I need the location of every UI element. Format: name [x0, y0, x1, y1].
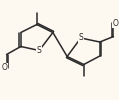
- Text: S: S: [37, 46, 42, 55]
- Text: O: O: [112, 18, 118, 28]
- Text: O: O: [2, 63, 8, 72]
- Text: S: S: [78, 34, 83, 42]
